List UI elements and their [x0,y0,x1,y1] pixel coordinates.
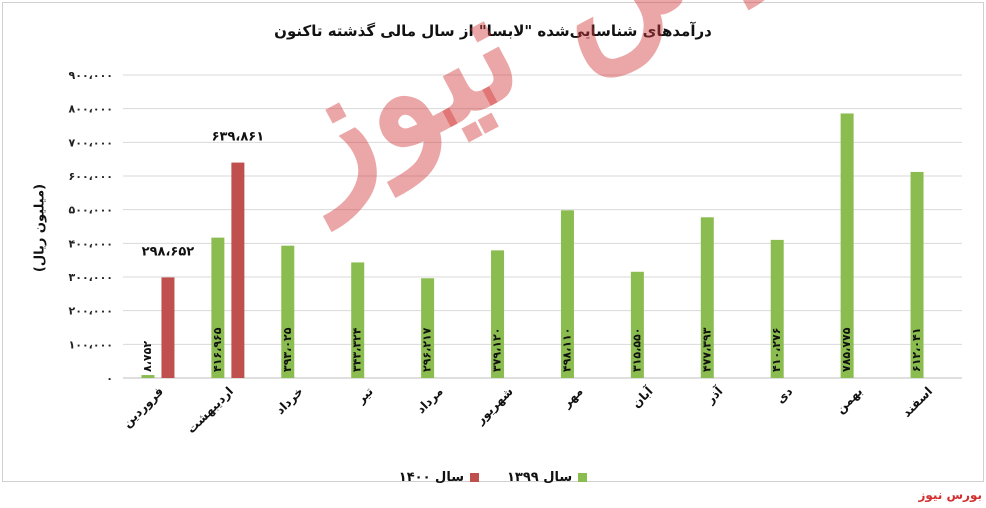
bar-1399 [560,210,574,378]
legend-swatch [470,473,479,482]
bar-1399 [910,171,924,378]
bar-1400 [161,277,175,378]
data-label-1399: ۴۱۶،۹۶۵ [211,327,224,372]
y-tick-label: ۲۰۰،۰۰۰ [69,305,113,318]
legend-item: سال ۱۳۹۹ [507,470,588,485]
x-tick-label: اردیبهشت [184,384,236,436]
y-tick-label: ۰ [106,372,113,385]
data-label-1399: ۶۱۲،۰۴۱ [910,328,923,372]
bar-1399 [351,262,365,378]
data-label-1399: ۳۷۹،۱۲۰ [491,328,504,372]
x-tick-label: بهمن [833,384,865,416]
data-label-1399: ۴۷۷،۳۹۳ [700,327,713,372]
data-label-1399: ۸،۷۵۲ [141,341,154,372]
x-tick-label: مهر [559,384,586,411]
bar-1399 [630,271,644,378]
bar-1399 [421,278,435,378]
y-tick-label: ۸۰۰،۰۰۰ [69,103,113,116]
bar-1399 [211,237,225,378]
data-label-1399: ۴۱۰،۲۷۶ [770,328,783,372]
y-tick-label: ۳۰۰،۰۰۰ [69,271,113,284]
data-label-1399: ۳۱۵،۵۵۰ [630,328,643,372]
bar-1400 [231,162,245,378]
legend-label: سال ۱۴۰۰ [398,470,464,485]
brand-label: بورس نیوز [918,488,982,502]
x-tick-label: شهریور [472,384,516,428]
y-tick-label: ۴۰۰،۰۰۰ [69,237,113,250]
data-label-1399: ۳۹۳،۰۲۵ [281,327,294,372]
y-tick-label: ۹۰۰،۰۰۰ [69,69,113,82]
x-tick-label: تیر [353,384,376,407]
y-tick-label: ۷۰۰،۰۰۰ [69,136,113,149]
x-tick-label: آبان [628,383,656,411]
legend: سال ۱۳۹۹ سال ۱۴۰۰ [0,470,986,485]
bar-1399 [840,113,854,378]
bar-chart: ۰ ۱۰۰،۰۰۰ ۲۰۰،۰۰۰ ۳۰۰،۰۰۰ ۴۰۰،۰۰۰ ۵۰۰،۰۰۰ ۶۰۰،… [69,69,962,436]
x-tick-label: مرداد [414,384,446,416]
y-tick-label: ۱۰۰،۰۰۰ [69,338,113,351]
data-label-1399: ۷۸۵،۷۷۵ [840,327,853,372]
data-label-1399: ۲۹۶،۲۱۷ [421,327,434,372]
bar-1399 [491,250,505,378]
data-label-1399: ۳۴۳،۳۲۴ [351,327,364,372]
bar-1399 [700,217,714,378]
data-label-1400: ۲۹۸،۶۵۲ [142,244,195,259]
y-tick-label: ۶۰۰،۰۰۰ [69,170,113,183]
legend-label: سال ۱۳۹۹ [507,470,573,485]
bar-1399 [770,239,784,378]
y-tick-label: ۵۰۰،۰۰۰ [69,204,113,217]
data-label-1400: ۶۳۹،۸۶۱ [212,130,265,145]
x-tick-label: فروردین [120,384,167,431]
data-label-1399: ۴۹۸،۱۱۰ [560,328,573,372]
x-tick-label: آذر [702,383,726,407]
chart-frame [2,2,984,482]
legend-swatch [578,473,588,482]
x-tick-label: خرداد [273,384,306,417]
legend-item: سال ۱۴۰۰ [399,470,479,485]
x-tick-label: دی [773,384,795,406]
x-tick-label: اسفند [900,384,936,420]
bar-1399 [141,375,155,378]
bar-1399 [281,245,295,378]
chart-title: درآمدهای شناسایی‌شده "لابسا" از سال مالی… [274,22,712,40]
